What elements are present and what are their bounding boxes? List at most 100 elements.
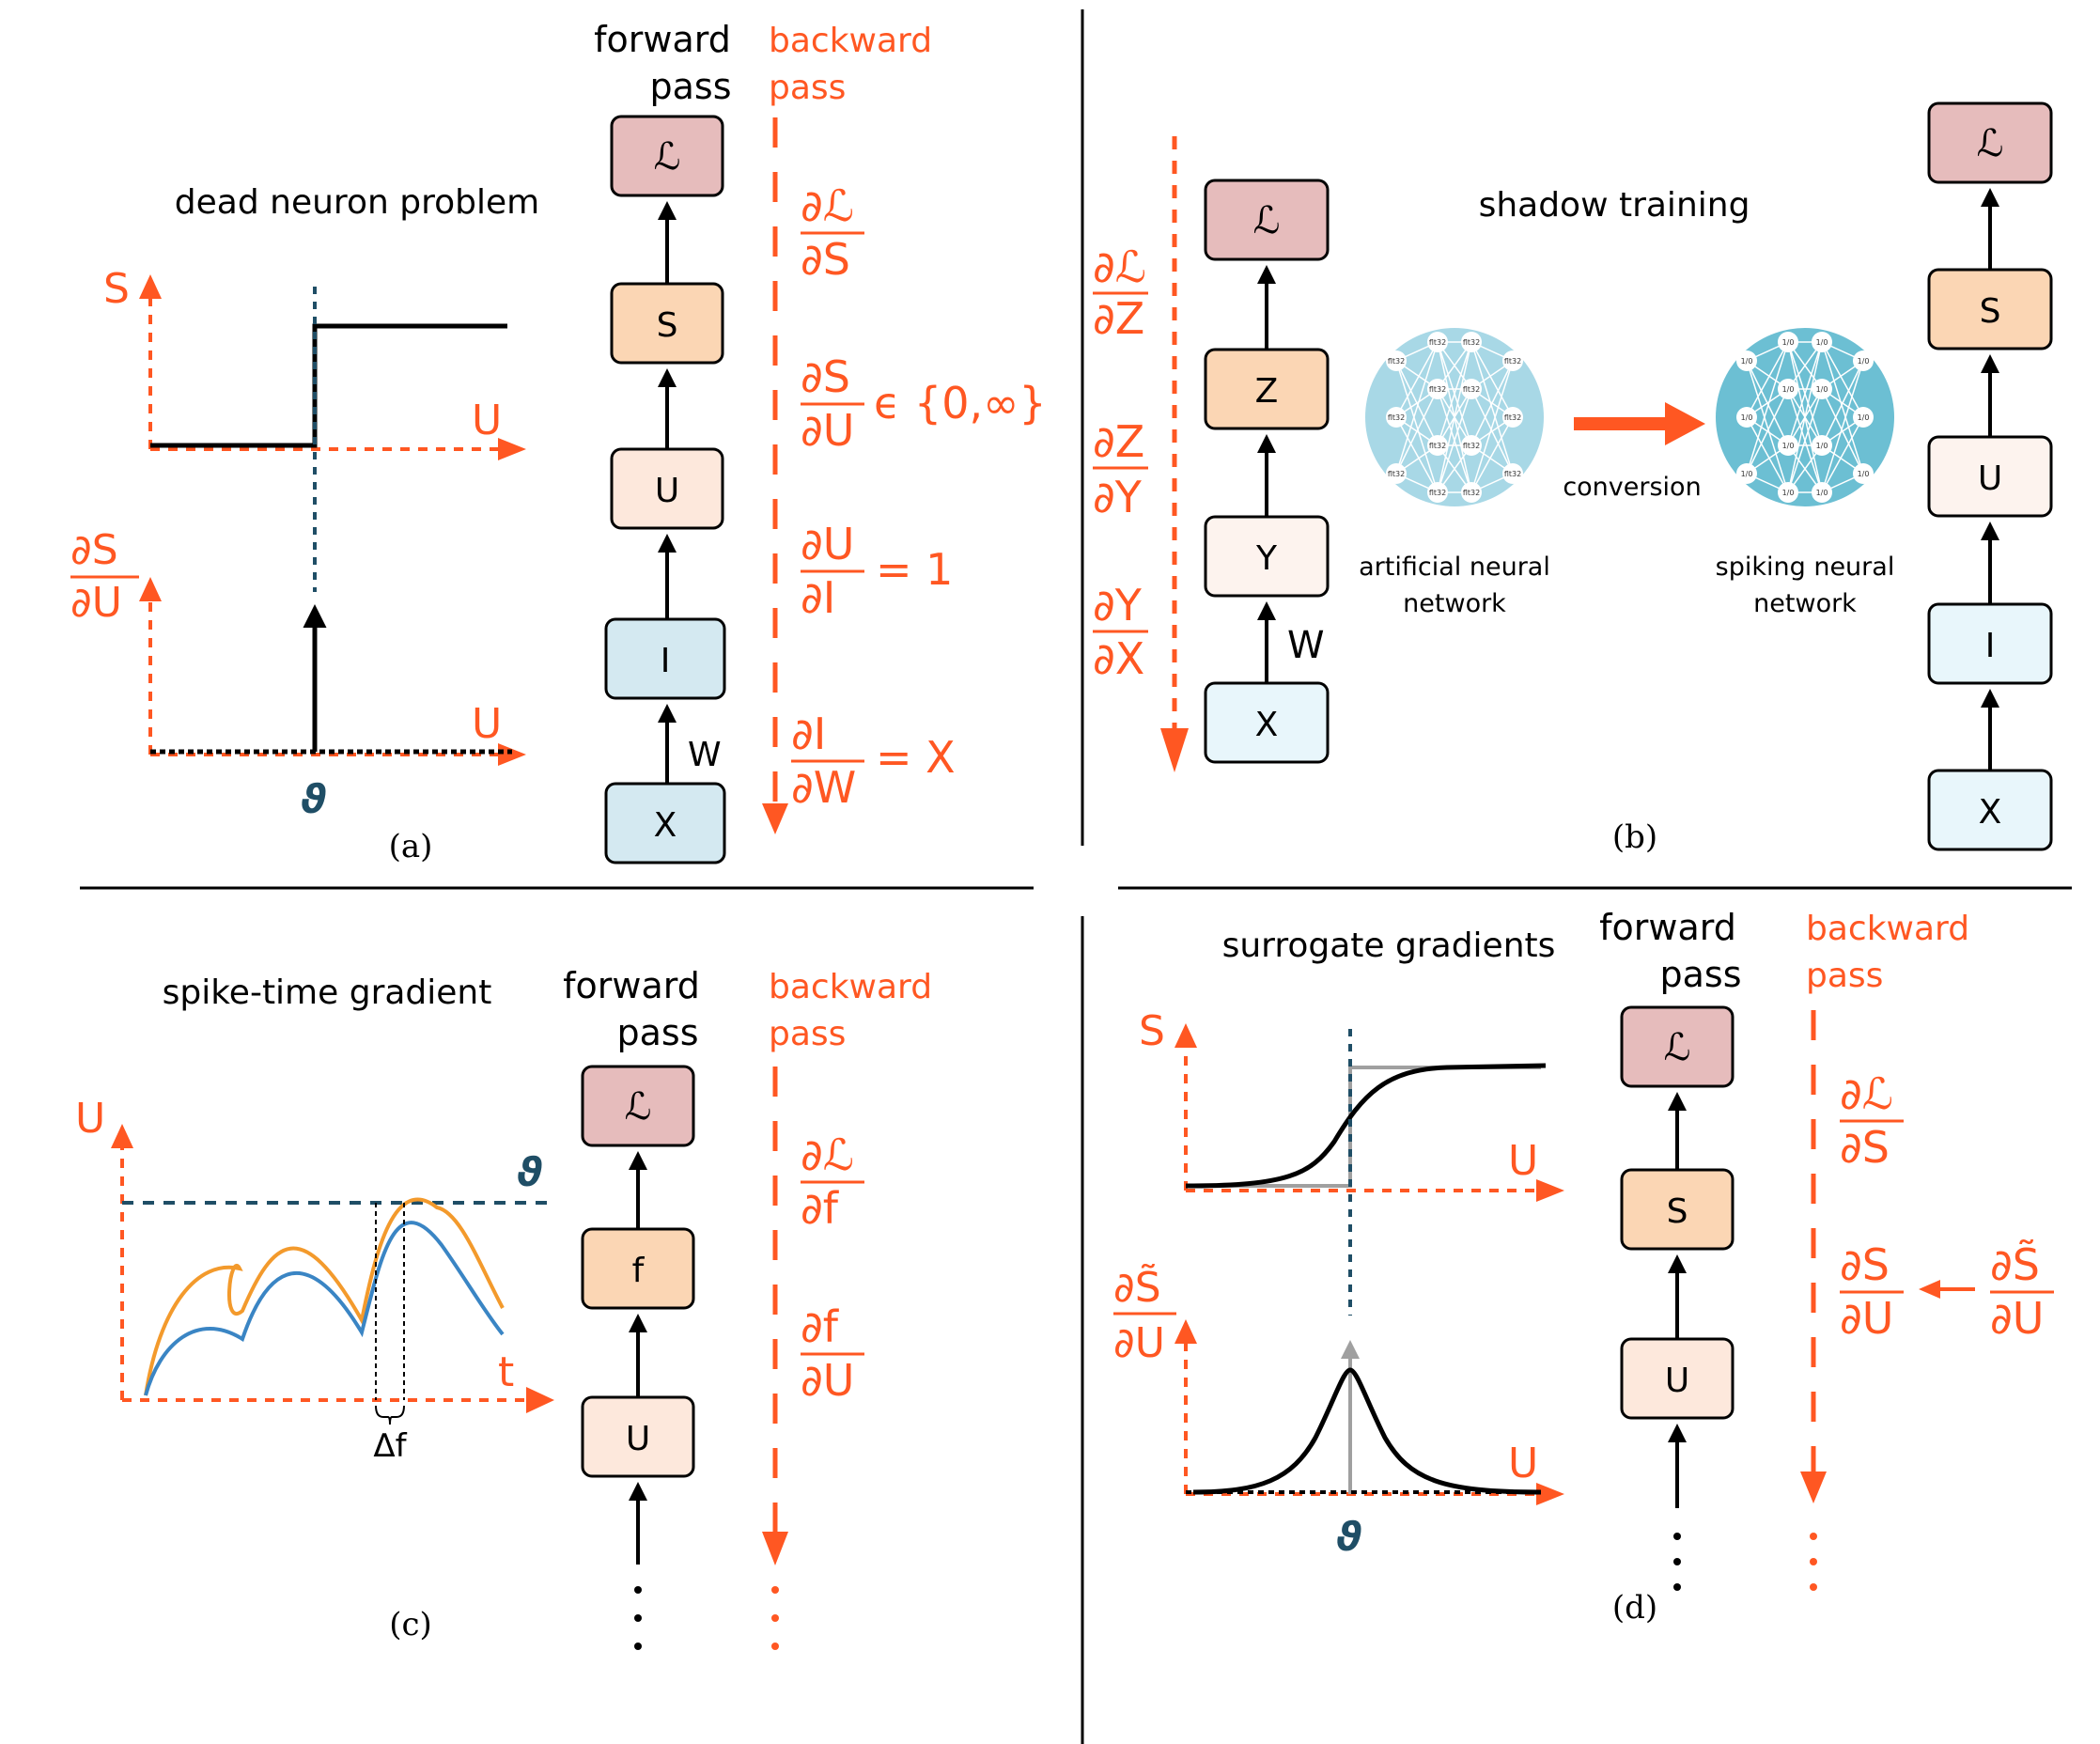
- c-axis-t-arrowhead: [526, 1387, 554, 1413]
- grad-a4-suffix: = X: [876, 732, 956, 783]
- network-node-label: flt32: [1504, 470, 1521, 478]
- d-forward-label-1: forward: [1599, 907, 1736, 948]
- axis-dsdu-numerator: ∂S: [70, 526, 118, 574]
- c-axis-u-label: U: [75, 1095, 105, 1143]
- c-delta-brace: [375, 1405, 405, 1425]
- c-theta-label: ϑ: [517, 1149, 543, 1195]
- d-axis-u-arrowhead: [1536, 1179, 1564, 1202]
- grad-c1-den: ∂f: [801, 1183, 840, 1234]
- axis-u2-label: U: [472, 700, 502, 748]
- network-edge: [1437, 341, 1472, 493]
- backward-pass-arrowhead-b: [1160, 728, 1189, 772]
- d-forward-label-2: pass: [1659, 954, 1741, 995]
- grad-a1-num: ∂ℒ: [801, 180, 854, 231]
- network-node: [1502, 463, 1523, 484]
- network-node-label: flt32: [1429, 442, 1446, 450]
- network-edge: [1821, 341, 1864, 475]
- grad-a2-suffix: ϵ {0,∞}: [874, 378, 1047, 428]
- b-right-box-s-label: S: [1980, 292, 2001, 331]
- d-box-s-label: S: [1667, 1192, 1688, 1231]
- network-node: [1427, 332, 1448, 352]
- conversion-arrowhead: [1665, 402, 1705, 445]
- network-edge: [1395, 341, 1439, 475]
- network-node-label: 1/0: [1782, 385, 1795, 394]
- d-ellipsis-dots: [1673, 1533, 1681, 1591]
- network-node-label: 1/0: [1741, 357, 1753, 366]
- panel-c-caption: (c): [389, 1606, 432, 1643]
- axis-s-label: S: [103, 265, 130, 313]
- forward-pass-label-2: pass: [649, 66, 731, 107]
- network-node-label: 1/0: [1858, 357, 1870, 366]
- network-edge: [1821, 360, 1864, 446]
- network-node-label: flt32: [1388, 470, 1405, 478]
- network-edge: [1787, 341, 1823, 493]
- network-node: [1778, 435, 1798, 456]
- network-node: [1461, 435, 1482, 456]
- panel-a: dead neuron problem S U ∂S ∂U U ϑ (a) fo…: [70, 19, 1047, 865]
- network-node-label: flt32: [1504, 413, 1521, 422]
- c-forward-label-2: pass: [616, 1012, 698, 1053]
- b-weight-label: W: [1287, 624, 1325, 667]
- panel-c: spike-time gradient U t ϑ Δf forward pas…: [75, 965, 932, 1650]
- panel-a-caption: (a): [389, 828, 433, 865]
- b-right-box-i-label: I: [1985, 627, 1996, 665]
- network-node-label: flt32: [1463, 442, 1480, 450]
- network-edge: [1437, 341, 1472, 446]
- box-u-label: U: [655, 472, 679, 510]
- grad-d-surrogate-num: ∂S̃: [1990, 1239, 2040, 1290]
- d-surrogate-gradient-curve: [1192, 1367, 1542, 1495]
- network-node-label: 1/0: [1741, 470, 1753, 478]
- weight-label: W: [688, 736, 722, 774]
- network-edge: [1746, 388, 1789, 475]
- b-right-box-loss-label: ℒ: [1977, 122, 2004, 165]
- d-axis-u2-arrowhead: [1536, 1483, 1564, 1505]
- panel-c-title: spike-time gradient: [163, 973, 492, 1012]
- network-edge: [1437, 388, 1472, 493]
- d-backward-arrowhead: [1800, 1472, 1827, 1503]
- c-backward-label-1: backward: [769, 968, 932, 1006]
- grad-b3-den: ∂X: [1093, 633, 1144, 684]
- backward-pass-arrowhead: [762, 803, 788, 834]
- d-backward-label-1: backward: [1806, 910, 1969, 948]
- grad-a1-den: ∂S: [801, 234, 850, 285]
- box-loss: [610, 115, 724, 197]
- grad-a3-den: ∂I: [801, 572, 835, 623]
- panel-b-caption: (b): [1612, 818, 1657, 856]
- network-node-label: flt32: [1463, 385, 1480, 394]
- grad-b3-num: ∂Y: [1093, 580, 1143, 631]
- network-node: [1736, 407, 1757, 428]
- network-edge: [1470, 416, 1514, 493]
- network-node-label: 1/0: [1858, 413, 1870, 422]
- c-backward-label-2: pass: [769, 1015, 846, 1053]
- network-node: [1386, 463, 1407, 484]
- d-axis-grad-numerator: ∂S̃: [1113, 1262, 1161, 1312]
- network-node-label: 1/0: [1782, 489, 1795, 497]
- d-axis-grad-arrowhead: [1174, 1319, 1197, 1344]
- network-node: [1853, 407, 1874, 428]
- axis-dsdu-arrowhead: [139, 577, 162, 601]
- c-axis-t-label: t: [498, 1348, 514, 1396]
- c-forward-label-1: forward: [563, 965, 700, 1006]
- d-backward-dots: [1810, 1533, 1817, 1591]
- d-surrogate-replace-arrowhead: [1919, 1280, 1940, 1299]
- network-node-label: 1/0: [1858, 470, 1870, 478]
- network-node-label: 1/0: [1816, 442, 1828, 450]
- network-node: [1778, 379, 1798, 399]
- c-box-f-label: f: [632, 1252, 646, 1290]
- grad-c2-num: ∂f: [801, 1301, 840, 1352]
- network-node: [1812, 482, 1832, 503]
- network-edge: [1395, 416, 1439, 493]
- axis-u2-arrowhead: [498, 743, 526, 766]
- panel-b: shadow training ∂ℒ ∂Z ∂Z ∂Y ∂Y ∂X ℒ Z Y …: [1093, 101, 2053, 856]
- b-box-y-label: Y: [1255, 539, 1278, 578]
- network-node: [1461, 482, 1482, 503]
- backward-pass-label-1: backward: [769, 22, 932, 60]
- panel-d-caption: (d): [1612, 1589, 1657, 1627]
- network-node: [1853, 350, 1874, 371]
- network-node-label: flt32: [1463, 338, 1480, 347]
- c-delta-label: Δf: [373, 1427, 407, 1465]
- grad-d1-num: ∂ℒ: [1840, 1068, 1893, 1119]
- network-node: [1427, 482, 1448, 503]
- d-axis-u2-label: U: [1508, 1440, 1538, 1487]
